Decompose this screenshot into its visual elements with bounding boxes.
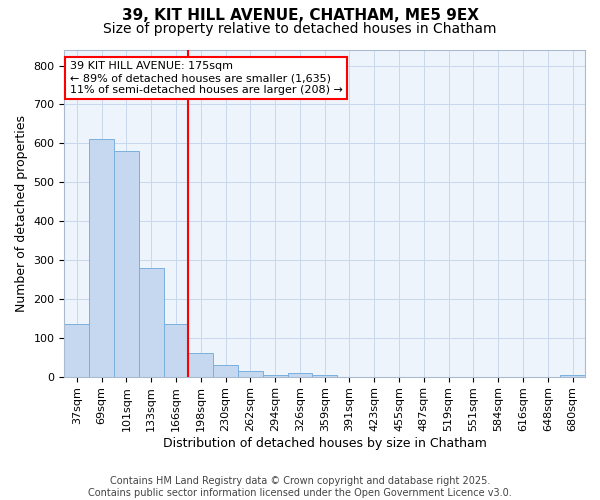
Bar xyxy=(238,371,263,376)
Text: Size of property relative to detached houses in Chatham: Size of property relative to detached ho… xyxy=(103,22,497,36)
Bar xyxy=(64,324,89,376)
Bar xyxy=(313,374,337,376)
Bar xyxy=(560,374,585,376)
Bar xyxy=(213,365,238,376)
Bar xyxy=(164,324,188,376)
Text: Contains HM Land Registry data © Crown copyright and database right 2025.
Contai: Contains HM Land Registry data © Crown c… xyxy=(88,476,512,498)
X-axis label: Distribution of detached houses by size in Chatham: Distribution of detached houses by size … xyxy=(163,437,487,450)
Text: 39, KIT HILL AVENUE, CHATHAM, ME5 9EX: 39, KIT HILL AVENUE, CHATHAM, ME5 9EX xyxy=(121,8,479,22)
Y-axis label: Number of detached properties: Number of detached properties xyxy=(15,115,28,312)
Bar xyxy=(287,372,313,376)
Bar xyxy=(114,151,139,376)
Bar xyxy=(89,140,114,376)
Text: 39 KIT HILL AVENUE: 175sqm
← 89% of detached houses are smaller (1,635)
11% of s: 39 KIT HILL AVENUE: 175sqm ← 89% of deta… xyxy=(70,62,343,94)
Bar xyxy=(263,374,287,376)
Bar xyxy=(188,354,213,376)
Bar xyxy=(139,268,164,376)
